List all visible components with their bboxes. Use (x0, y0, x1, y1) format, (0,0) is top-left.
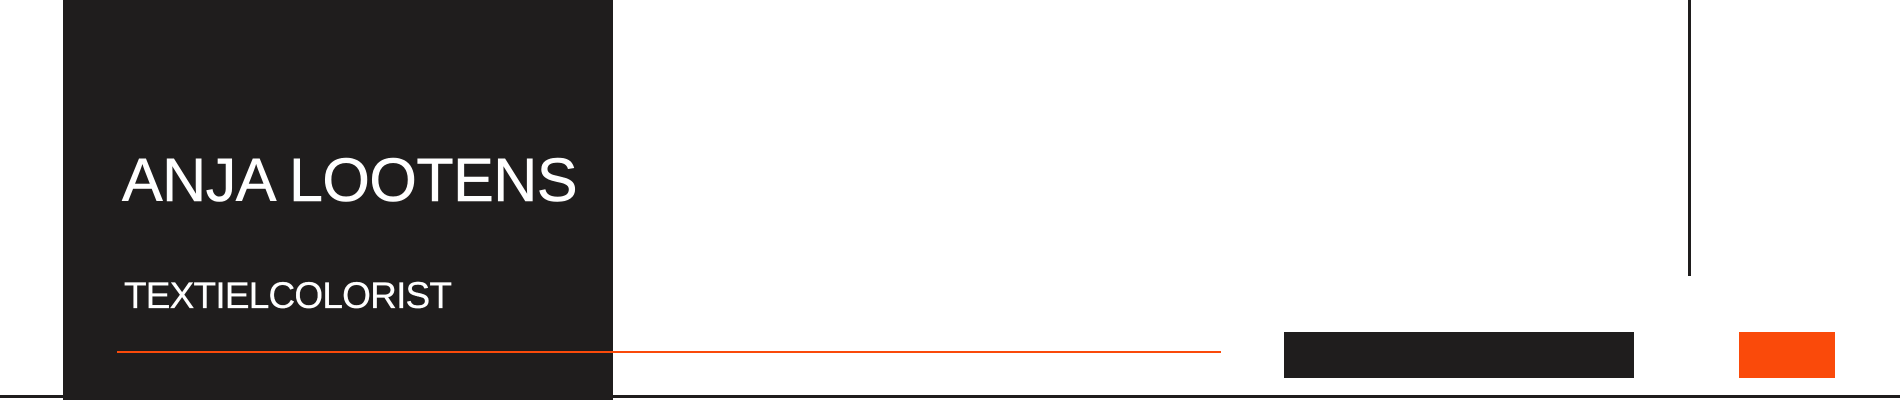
job-title: TEXTIELCOLORIST (124, 275, 452, 316)
dark-color-block (1284, 332, 1634, 378)
accent-divider (117, 351, 1221, 353)
vertical-divider (1688, 0, 1691, 276)
accent-color-block (1739, 332, 1835, 378)
name-panel (63, 0, 613, 400)
bottom-divider (0, 395, 1900, 398)
person-name: ANJA LOOTENS (122, 146, 578, 214)
